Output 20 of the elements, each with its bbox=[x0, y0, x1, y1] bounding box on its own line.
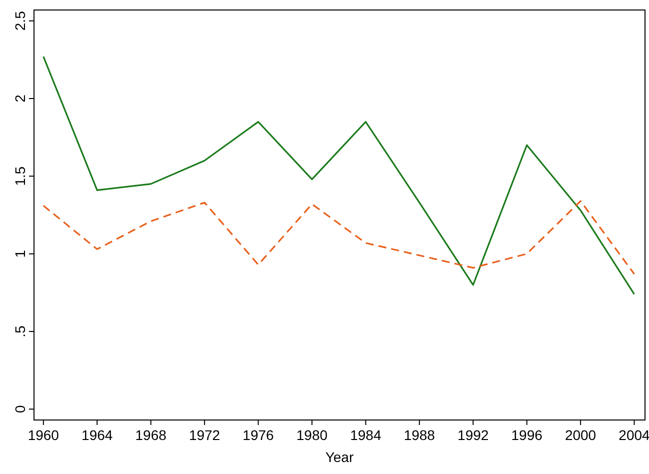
y-tick-label: 1 bbox=[12, 250, 28, 258]
x-tick-label: 1992 bbox=[458, 427, 489, 443]
y-tick-label: .5 bbox=[12, 325, 28, 338]
y-tick-label: 1.5 bbox=[12, 166, 28, 186]
x-axis-title: Year bbox=[325, 449, 354, 465]
x-tick-label: 1968 bbox=[135, 427, 167, 443]
line-series bbox=[42, 56, 636, 296]
x-tick-label: 1988 bbox=[404, 427, 436, 443]
x-tick-label: 1976 bbox=[242, 427, 274, 443]
y-tick-label: 0 bbox=[12, 405, 28, 414]
x-tick-label: 2000 bbox=[564, 427, 596, 443]
x-tick-label: 1964 bbox=[82, 427, 113, 443]
x-tick-label: 1996 bbox=[511, 427, 543, 443]
y-tick-label: 2 bbox=[12, 94, 28, 102]
x-tick-label: 1980 bbox=[296, 427, 328, 443]
x-tick-label: 1960 bbox=[28, 427, 60, 443]
x-tick-label: 1984 bbox=[350, 427, 382, 443]
x-tick-label: 1972 bbox=[188, 427, 220, 443]
y-tick-label: 2.5 bbox=[12, 10, 28, 31]
line-series bbox=[42, 200, 636, 275]
